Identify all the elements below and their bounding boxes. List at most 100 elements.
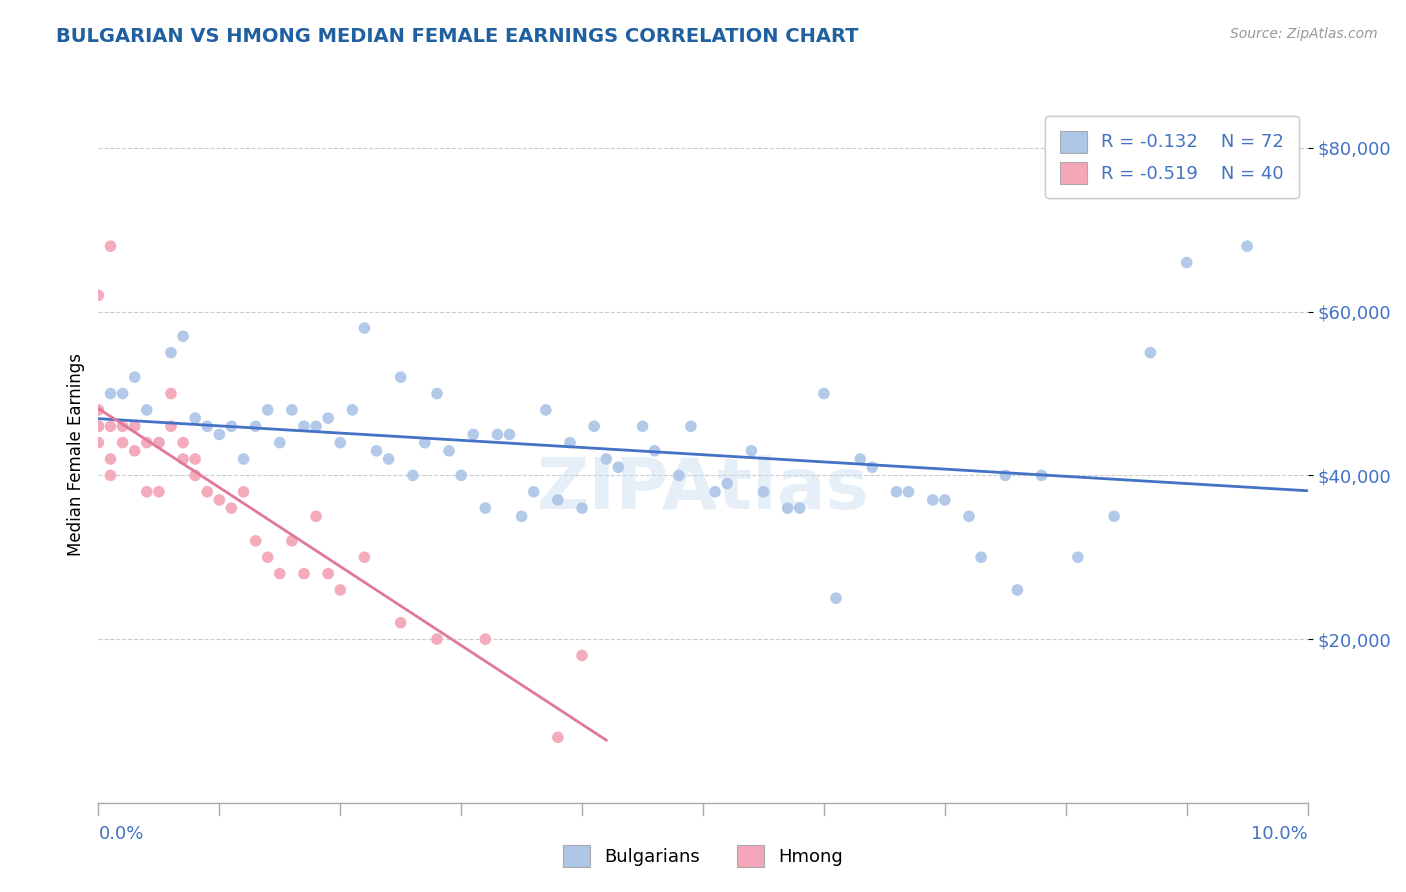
Text: ZIPAtlas: ZIPAtlas <box>537 455 869 524</box>
Point <box>111 419 134 434</box>
Point <box>87 435 110 450</box>
Point <box>450 468 472 483</box>
Point <box>232 452 254 467</box>
Point <box>232 484 254 499</box>
Point <box>957 509 980 524</box>
Point <box>184 452 207 467</box>
Point <box>256 550 278 565</box>
Point <box>740 443 762 458</box>
Point <box>148 484 170 499</box>
Point <box>366 443 388 458</box>
Point <box>305 419 328 434</box>
Legend: Bulgarians, Hmong: Bulgarians, Hmong <box>555 838 851 874</box>
Point <box>269 566 291 581</box>
Point <box>111 386 134 401</box>
Point <box>160 345 183 359</box>
Point <box>87 419 110 434</box>
Point <box>426 386 449 401</box>
Point <box>124 419 146 434</box>
Point <box>342 403 364 417</box>
Point <box>547 492 569 507</box>
Point <box>184 411 207 425</box>
Point <box>1175 255 1198 269</box>
Point <box>281 533 304 548</box>
Point <box>437 443 460 458</box>
Point <box>100 468 122 483</box>
Point <box>148 435 170 450</box>
Point <box>269 435 291 450</box>
Point <box>245 533 267 548</box>
Point <box>474 501 496 516</box>
Point <box>607 460 630 475</box>
Point <box>292 419 315 434</box>
Point <box>1102 509 1125 524</box>
Point <box>486 427 509 442</box>
Point <box>135 435 157 450</box>
Point <box>172 329 194 343</box>
Point <box>172 435 194 450</box>
Text: BULGARIAN VS HMONG MEDIAN FEMALE EARNINGS CORRELATION CHART: BULGARIAN VS HMONG MEDIAN FEMALE EARNING… <box>56 27 859 45</box>
Point <box>377 452 399 467</box>
Point <box>970 550 993 565</box>
Point <box>644 443 666 458</box>
Point <box>752 484 775 499</box>
Point <box>256 403 278 417</box>
Point <box>668 468 690 483</box>
Point <box>87 419 110 434</box>
Point <box>389 370 412 384</box>
Point <box>413 435 436 450</box>
Point <box>172 452 194 467</box>
Point <box>402 468 425 483</box>
Point <box>849 452 872 467</box>
Point <box>389 615 412 630</box>
Point <box>523 484 546 499</box>
Point <box>510 509 533 524</box>
Point <box>463 427 485 442</box>
Point <box>160 386 183 401</box>
Text: Source: ZipAtlas.com: Source: ZipAtlas.com <box>1230 27 1378 41</box>
Point <box>860 460 883 475</box>
Point <box>595 452 617 467</box>
Point <box>292 566 315 581</box>
Point <box>583 419 606 434</box>
Point <box>704 484 727 499</box>
Point <box>716 476 738 491</box>
Point <box>813 386 835 401</box>
Point <box>679 419 702 434</box>
Point <box>221 419 243 434</box>
Point <box>124 370 146 384</box>
Point <box>135 484 157 499</box>
Point <box>558 435 581 450</box>
Point <box>208 427 231 442</box>
Point <box>631 419 654 434</box>
Point <box>208 492 231 507</box>
Point <box>100 419 122 434</box>
Legend: R = -0.132    N = 72, R = -0.519    N = 40: R = -0.132 N = 72, R = -0.519 N = 40 <box>1045 116 1299 198</box>
Point <box>245 419 267 434</box>
Point <box>124 443 146 458</box>
Point <box>87 403 110 417</box>
Text: 10.0%: 10.0% <box>1251 825 1308 843</box>
Point <box>316 411 339 425</box>
Point <box>195 419 218 434</box>
Point <box>353 550 375 565</box>
Point <box>776 501 799 516</box>
Point <box>305 509 328 524</box>
Point <box>1139 345 1161 359</box>
Point <box>1007 582 1029 597</box>
Point <box>1236 239 1258 253</box>
Point <box>426 632 449 646</box>
Point <box>148 435 170 450</box>
Point <box>195 484 218 499</box>
Point <box>353 321 375 335</box>
Point <box>184 468 207 483</box>
Point <box>921 492 943 507</box>
Point <box>160 419 183 434</box>
Point <box>100 386 122 401</box>
Point <box>100 239 122 253</box>
Point <box>897 484 920 499</box>
Point <box>994 468 1017 483</box>
Point <box>934 492 956 507</box>
Point <box>547 731 569 745</box>
Point <box>886 484 908 499</box>
